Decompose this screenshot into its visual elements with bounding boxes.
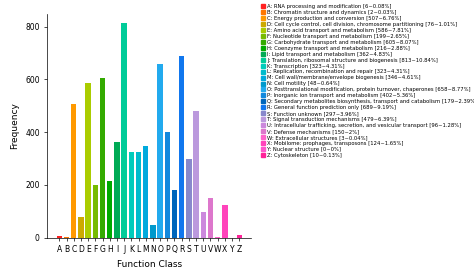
Bar — [186, 159, 191, 238]
Bar — [215, 237, 220, 238]
Y-axis label: Frequency: Frequency — [10, 102, 19, 149]
Bar — [172, 190, 177, 238]
Bar — [57, 236, 62, 238]
Bar — [201, 212, 206, 238]
Bar — [71, 104, 76, 238]
Bar — [222, 205, 228, 238]
Bar — [193, 111, 199, 238]
Bar — [107, 181, 112, 238]
Bar — [237, 235, 242, 238]
Legend: A: RNA processing and modification [6~0.08%], B: Chromatin structure and dynamic: A: RNA processing and modification [6~0.… — [261, 4, 474, 158]
Bar — [92, 185, 98, 238]
Bar — [128, 152, 134, 238]
Bar — [64, 237, 69, 238]
Bar — [157, 64, 163, 238]
X-axis label: Function Class: Function Class — [117, 260, 182, 269]
Bar — [121, 23, 127, 238]
Bar — [85, 83, 91, 238]
Bar — [164, 132, 170, 238]
Bar — [100, 78, 105, 238]
Bar — [143, 146, 148, 238]
Bar — [78, 218, 83, 238]
Bar — [208, 198, 213, 238]
Bar — [114, 142, 119, 238]
Bar — [150, 225, 155, 238]
Bar — [136, 152, 141, 238]
Bar — [179, 56, 184, 238]
